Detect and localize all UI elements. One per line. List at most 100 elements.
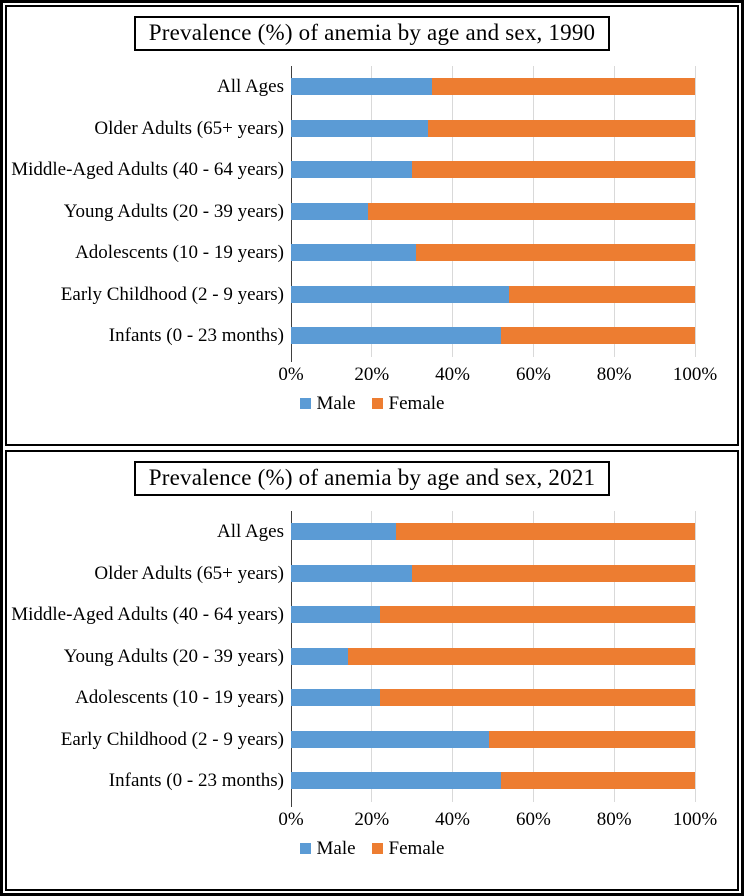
female-swatch-icon xyxy=(371,398,383,409)
bar-row: Adolescents (10 - 19 years) xyxy=(7,677,737,719)
bar-rows: All Ages Older Adults (65+ years) Middle-A… xyxy=(7,66,737,357)
bar-segment-male xyxy=(291,244,417,262)
bar-row: All Ages xyxy=(7,66,737,108)
category-label: Young Adults (20 - 39 years) xyxy=(63,200,284,222)
axis-tick-label: 40% xyxy=(435,363,471,385)
bar-segment-female xyxy=(379,606,695,624)
stacked-bar xyxy=(291,161,695,179)
category-label: Middle-Aged Adults (40 - 64 years) xyxy=(11,159,284,181)
bar-segment-female xyxy=(501,772,695,790)
stacked-bar xyxy=(291,564,695,582)
bar-row: Young Adults (20 - 39 years) xyxy=(7,636,737,678)
chart-area: All Ages Older Adults (65+ years) Middle-A… xyxy=(7,511,737,860)
bar-segment-female xyxy=(432,78,695,96)
stacked-bar xyxy=(291,606,695,624)
male-swatch-icon xyxy=(299,843,311,854)
plot-area: All Ages Older Adults (65+ years) Middle-A… xyxy=(7,66,737,362)
category-label: Early Childhood (2 - 9 years) xyxy=(60,728,284,750)
axis-tick-label: 20% xyxy=(354,363,390,385)
category-label: Adolescents (10 - 19 years) xyxy=(75,242,284,264)
legend-item-male: Male xyxy=(299,392,356,415)
bar-row: Infants (0 - 23 months) xyxy=(7,315,737,357)
axis-tick-label: 80% xyxy=(596,808,632,830)
category-label: Older Adults (65+ years) xyxy=(94,562,284,584)
category-label: Adolescents (10 - 19 years) xyxy=(75,687,284,709)
stacked-bar xyxy=(291,78,695,96)
axis-tick-label: 100% xyxy=(672,363,718,385)
category-label: All Ages xyxy=(216,76,284,98)
legend-item-female: Female xyxy=(371,392,445,415)
bar-row: Adolescents (10 - 19 years) xyxy=(7,232,737,274)
male-swatch-icon xyxy=(299,398,311,409)
bar-row: Older Adults (65+ years) xyxy=(7,108,737,150)
legend-label-female: Female xyxy=(388,392,445,414)
bar-segment-female xyxy=(428,119,695,137)
bar-row: Infants (0 - 23 months) xyxy=(7,760,737,802)
legend: Male Female xyxy=(7,393,737,415)
category-label: Infants (0 - 23 months) xyxy=(108,770,284,792)
bar-segment-female xyxy=(379,689,695,707)
chart-panel-1990: Prevalence (%) of anemia by age and sex,… xyxy=(5,5,739,446)
bar-segment-female xyxy=(501,327,695,345)
chart-title: Prevalence (%) of anemia by age and sex,… xyxy=(133,16,611,51)
bar-segment-female xyxy=(488,730,695,748)
stacked-bar xyxy=(291,202,695,220)
axis-tick-label: 20% xyxy=(354,808,390,830)
bar-segment-female xyxy=(412,161,695,179)
bar-segment-female xyxy=(416,244,695,262)
stacked-bar xyxy=(291,647,695,665)
bar-segment-male xyxy=(291,689,380,707)
stacked-bar xyxy=(291,119,695,137)
category-label: Older Adults (65+ years) xyxy=(94,117,284,139)
bar-segment-male xyxy=(291,772,502,790)
bar-segment-female xyxy=(367,202,695,220)
legend: Male Female xyxy=(7,838,737,860)
x-axis: 0% 20% 40% 60% 80% 100% xyxy=(278,802,717,832)
bar-rows: All Ages Older Adults (65+ years) Middle-A… xyxy=(7,511,737,802)
stacked-bar xyxy=(291,327,695,345)
bar-segment-female xyxy=(347,647,695,665)
bar-segment-male xyxy=(291,161,413,179)
bar-segment-male xyxy=(291,606,380,624)
stacked-bar xyxy=(291,772,695,790)
axis-tick-label: 0% xyxy=(278,363,304,385)
category-label: Infants (0 - 23 months) xyxy=(108,325,284,347)
axis-tick-label: 60% xyxy=(515,808,551,830)
axis-tick-label: 0% xyxy=(278,808,304,830)
chart-title: Prevalence (%) of anemia by age and sex,… xyxy=(133,461,611,496)
bar-row: All Ages xyxy=(7,511,737,553)
bar-segment-male xyxy=(291,285,510,303)
bar-segment-male xyxy=(291,730,489,748)
axis-tick-label: 60% xyxy=(515,363,551,385)
category-label: Middle-Aged Adults (40 - 64 years) xyxy=(11,604,284,626)
female-swatch-icon xyxy=(371,843,383,854)
bar-segment-male xyxy=(291,202,368,220)
legend-label-male: Male xyxy=(316,837,356,859)
axis-tick-label: 100% xyxy=(672,808,718,830)
stacked-bar xyxy=(291,244,695,262)
bar-row: Middle-Aged Adults (40 - 64 years) xyxy=(7,149,737,191)
axis-tick-label: 40% xyxy=(435,808,471,830)
chart-panel-2021: Prevalence (%) of anemia by age and sex,… xyxy=(5,450,739,891)
bar-row: Early Childhood (2 - 9 years) xyxy=(7,719,737,761)
title-container: Prevalence (%) of anemia by age and sex,… xyxy=(7,461,737,496)
bar-segment-male xyxy=(291,78,433,96)
bar-segment-female xyxy=(509,285,695,303)
category-label: Young Adults (20 - 39 years) xyxy=(63,645,284,667)
x-axis: 0% 20% 40% 60% 80% 100% xyxy=(278,357,717,387)
bar-segment-male xyxy=(291,647,348,665)
plot-area: All Ages Older Adults (65+ years) Middle-A… xyxy=(7,511,737,807)
axis-tick-label: 80% xyxy=(596,363,632,385)
bar-row: Older Adults (65+ years) xyxy=(7,553,737,595)
bar-segment-male xyxy=(291,119,429,137)
bar-segment-male xyxy=(291,564,413,582)
bar-segment-female xyxy=(412,564,695,582)
legend-label-female: Female xyxy=(388,837,445,859)
stacked-bar xyxy=(291,730,695,748)
title-container: Prevalence (%) of anemia by age and sex,… xyxy=(7,16,737,51)
stacked-bar xyxy=(291,689,695,707)
chart-area: All Ages Older Adults (65+ years) Middle-A… xyxy=(7,66,737,415)
bar-segment-female xyxy=(396,523,695,541)
legend-label-male: Male xyxy=(316,392,356,414)
